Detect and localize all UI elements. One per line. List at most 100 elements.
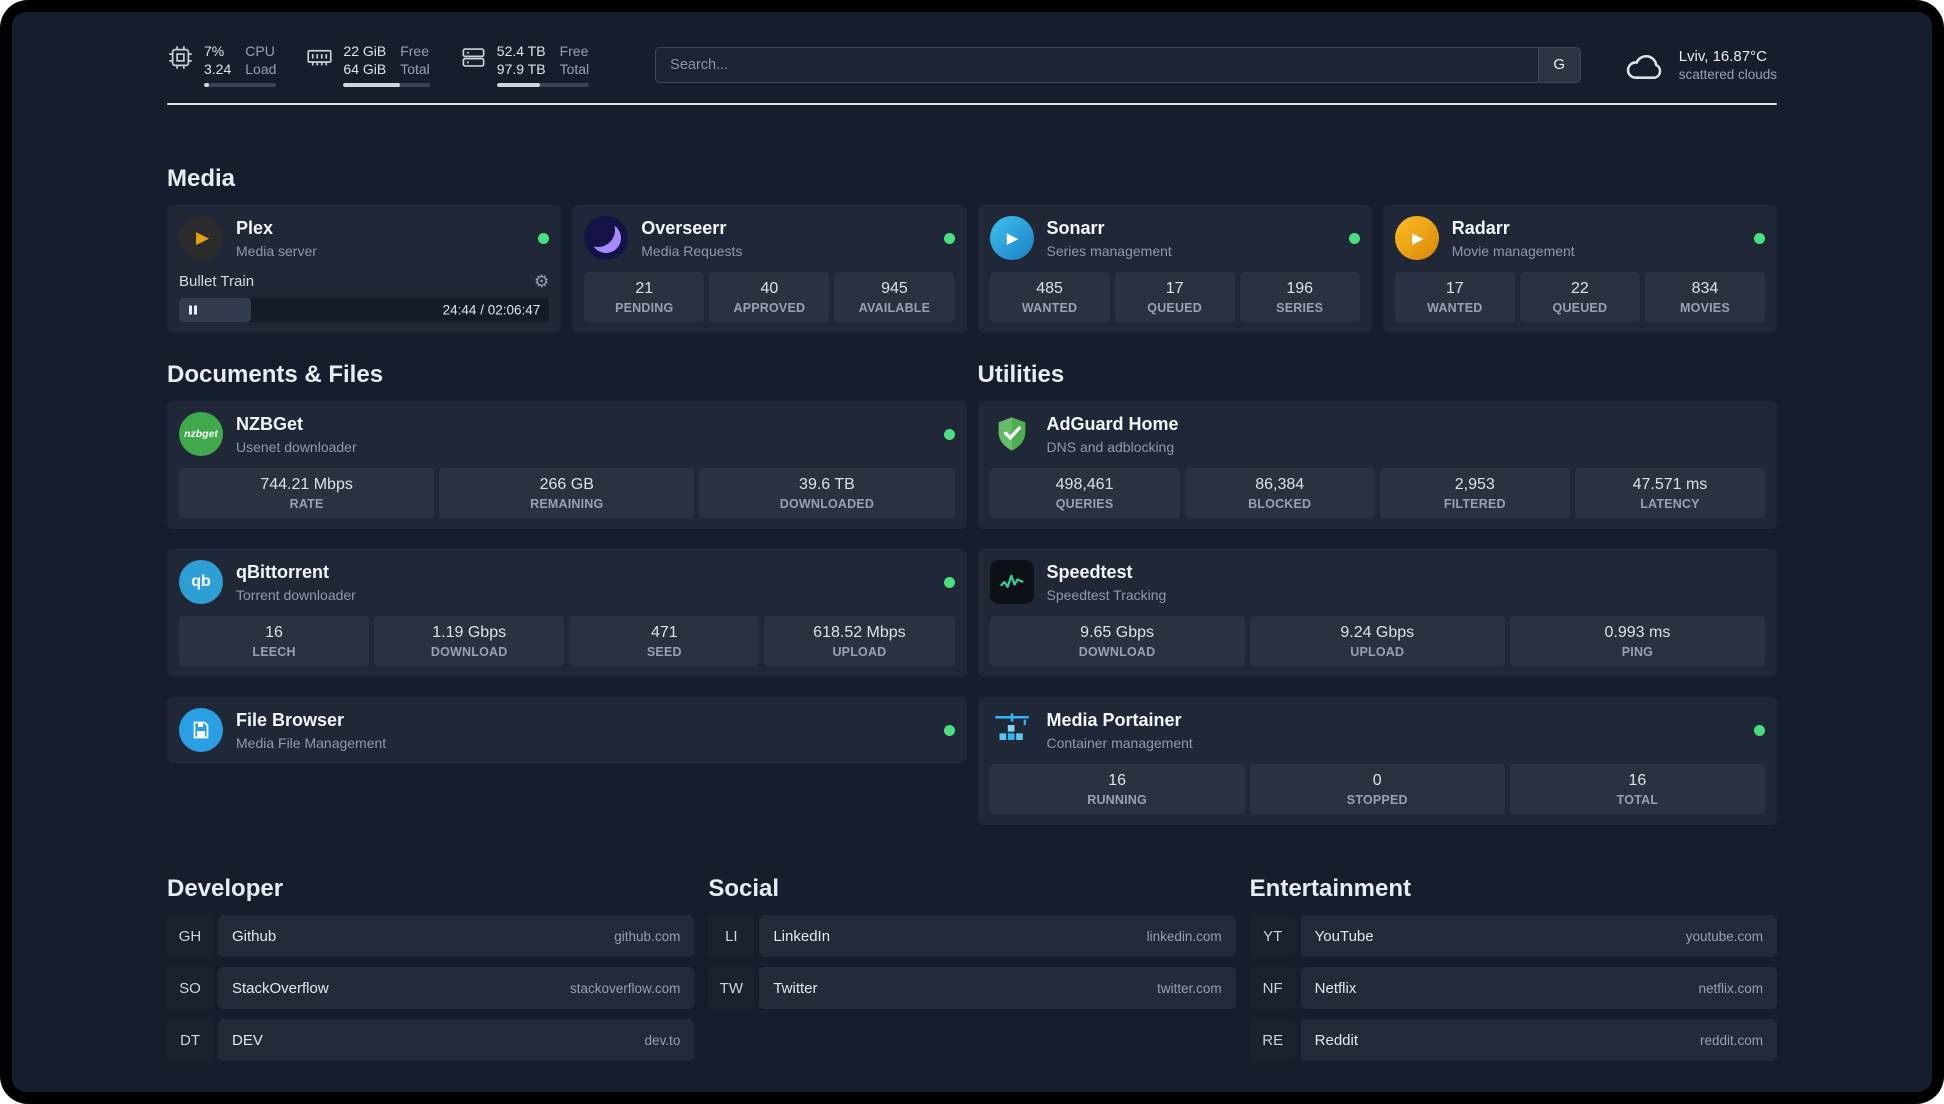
service-name: Radarr [1451, 218, 1510, 239]
bookmark-stackoverflow[interactable]: SO StackOverflow stackoverflow.com [167, 967, 695, 1010]
cpu-loadavg: 3.24 [204, 61, 232, 78]
service-desc: Speedtest Tracking [1046, 586, 1167, 603]
service-desc: Usenet downloader [236, 438, 357, 455]
search-input[interactable] [656, 47, 1538, 82]
bookmark-github[interactable]: GH Github github.com [167, 915, 695, 958]
stat-blocked: 86,384 BLOCKED [1184, 468, 1375, 519]
bookmark-twitter[interactable]: TW Twitter twitter.com [708, 967, 1236, 1010]
stat-label: BLOCKED [1248, 497, 1312, 512]
disk-widget: 52.4 TB 97.9 TB Free Total [460, 42, 590, 88]
playback-progress-bar: 24:44 / 02:06:47 [179, 298, 550, 323]
bookmark-name: YouTube [1314, 927, 1374, 945]
service-card-overseerr[interactable]: Overseerr Media Requests 21 PENDING 40 A… [572, 205, 967, 334]
service-card-sonarr[interactable]: ▶ Sonarr Series management 485 WANTED 17… [977, 205, 1372, 334]
stat-download: 1.19 Gbps DOWNLOAD [374, 616, 565, 667]
stat-leech: 16 LEECH [179, 616, 370, 667]
stat-label: LATENCY [1640, 497, 1700, 512]
service-desc: Torrent downloader [236, 586, 356, 603]
sonarr-icon: ▶ [989, 216, 1034, 261]
status-dot [1754, 724, 1765, 736]
adguard-shield-icon [990, 412, 1034, 456]
stat-rate: 744.21 Mbps RATE [179, 468, 435, 519]
bookmark-group-developer: Developer GH Github github.com SO StackO… [167, 875, 695, 1071]
bookmark-linkedin[interactable]: LI LinkedIn linkedin.com [708, 915, 1236, 958]
cloud-icon [1626, 54, 1661, 79]
stat-filtered: 2,953 FILTERED [1379, 468, 1570, 519]
section-title-documents: Documents & Files [167, 361, 384, 389]
stat-value: 0.993 ms [1604, 624, 1671, 642]
service-name: NZBGet [236, 414, 303, 435]
cpu-usage-bar [204, 83, 277, 88]
bookmark-url: stackoverflow.com [570, 980, 681, 996]
mem-label2: Total [400, 61, 430, 78]
disk-total: 97.9 TB [496, 61, 546, 78]
bookmark-group-entertainment: Entertainment YT YouTube youtube.com NF … [1249, 875, 1777, 1071]
stat-download: 9.65 Gbps DOWNLOAD [989, 616, 1245, 667]
status-dot [1754, 232, 1765, 244]
cpu-percent: 7% [204, 43, 225, 59]
topbar-divider [167, 103, 1777, 106]
bookmark-netflix[interactable]: NF Netflix netflix.com [1249, 967, 1777, 1010]
bookmark-url: dev.to [644, 1032, 681, 1048]
stat-available: 945 AVAILABLE [834, 272, 955, 323]
status-dot [1348, 232, 1360, 244]
bookmark-abbr: YT [1249, 915, 1296, 958]
cpu-chip-icon [167, 44, 194, 71]
bookmark-reddit[interactable]: RE Reddit reddit.com [1249, 1019, 1777, 1062]
stat-label: TOTAL [1616, 793, 1659, 808]
service-desc: Container management [1046, 734, 1193, 751]
status-dot [538, 232, 550, 244]
stat-label: PENDING [615, 301, 674, 316]
stat-label: WANTED [1021, 301, 1078, 316]
bookmark-url: netflix.com [1698, 980, 1763, 996]
media-row: ▶ Plex Media server Bullet Train ⚙ 24:44… [167, 205, 1777, 334]
service-card-radarr[interactable]: ▶ Radarr Movie management 17 WANTED 22 Q… [1382, 205, 1777, 334]
stat-value: 39.6 TB [799, 476, 855, 494]
service-card-portainer[interactable]: Media Portainer Container management 16 … [977, 697, 1777, 826]
now-playing-title: Bullet Train [179, 273, 255, 291]
bookmark-url: linkedin.com [1146, 928, 1222, 944]
disk-label2: Total [559, 61, 590, 78]
stat-wanted: 485 WANTED [989, 272, 1110, 323]
service-card-qbittorrent[interactable]: qb qBittorrent Torrent downloader 16 LEE… [167, 549, 967, 678]
bookmark-abbr: GH [167, 915, 213, 958]
service-name: Speedtest [1046, 562, 1133, 583]
stat-pending: 21 PENDING [584, 272, 705, 323]
cpu-label2: Load [245, 61, 277, 78]
service-name: Plex [236, 218, 274, 239]
service-card-adguard[interactable]: AdGuard Home DNS and adblocking 498,461 … [977, 401, 1777, 530]
stat-total: 16 TOTAL [1509, 764, 1766, 815]
mem-free: 22 GiB [343, 43, 387, 59]
stat-queries: 498,461 QUERIES [989, 468, 1180, 519]
stat-label: DOWNLOADED [779, 497, 875, 512]
bookmark-abbr: LI [708, 915, 755, 958]
stat-value: 1.19 Gbps [432, 624, 507, 642]
stat-value: 196 [1286, 280, 1314, 298]
service-card-speedtest[interactable]: Speedtest Speedtest Tracking 9.65 Gbps D… [977, 549, 1777, 678]
disk-label: Free [559, 43, 589, 59]
service-card-plex[interactable]: ▶ Plex Media server Bullet Train ⚙ 24:44… [167, 205, 562, 334]
stat-value: 266 GB [539, 476, 594, 494]
service-card-nzbget[interactable]: nzbget NZBGet Usenet downloader 744.21 M… [167, 401, 967, 530]
stat-label: RATE [289, 497, 324, 512]
service-card-filebrowser[interactable]: File Browser Media File Management [167, 697, 967, 764]
service-name: qBittorrent [236, 562, 329, 583]
stat-label: DOWNLOAD [430, 645, 508, 660]
service-name: Media Portainer [1046, 710, 1182, 731]
mem-total: 64 GiB [343, 61, 387, 78]
memory-widget: 22 GiB 64 GiB Free Total [306, 42, 430, 88]
settings-gear-icon[interactable]: ⚙ [534, 272, 550, 292]
bookmark-name: Netflix [1314, 979, 1357, 997]
utilities-column: Utilities AdGuard Home DNS and adblockin… [977, 361, 1777, 826]
stat-value: 22 [1570, 280, 1589, 298]
stat-value: 16 [265, 624, 283, 642]
stat-value: 16 [1628, 772, 1647, 790]
bookmark-dev[interactable]: DT DEV dev.to [167, 1019, 695, 1062]
bookmark-name: Reddit [1314, 1031, 1359, 1049]
stat-label: UPLOAD [1350, 645, 1405, 660]
search-provider-button[interactable]: G [1537, 47, 1580, 82]
bookmark-youtube[interactable]: YT YouTube youtube.com [1249, 915, 1777, 958]
stat-value: 485 [1036, 280, 1063, 298]
service-desc: DNS and adblocking [1046, 438, 1175, 455]
